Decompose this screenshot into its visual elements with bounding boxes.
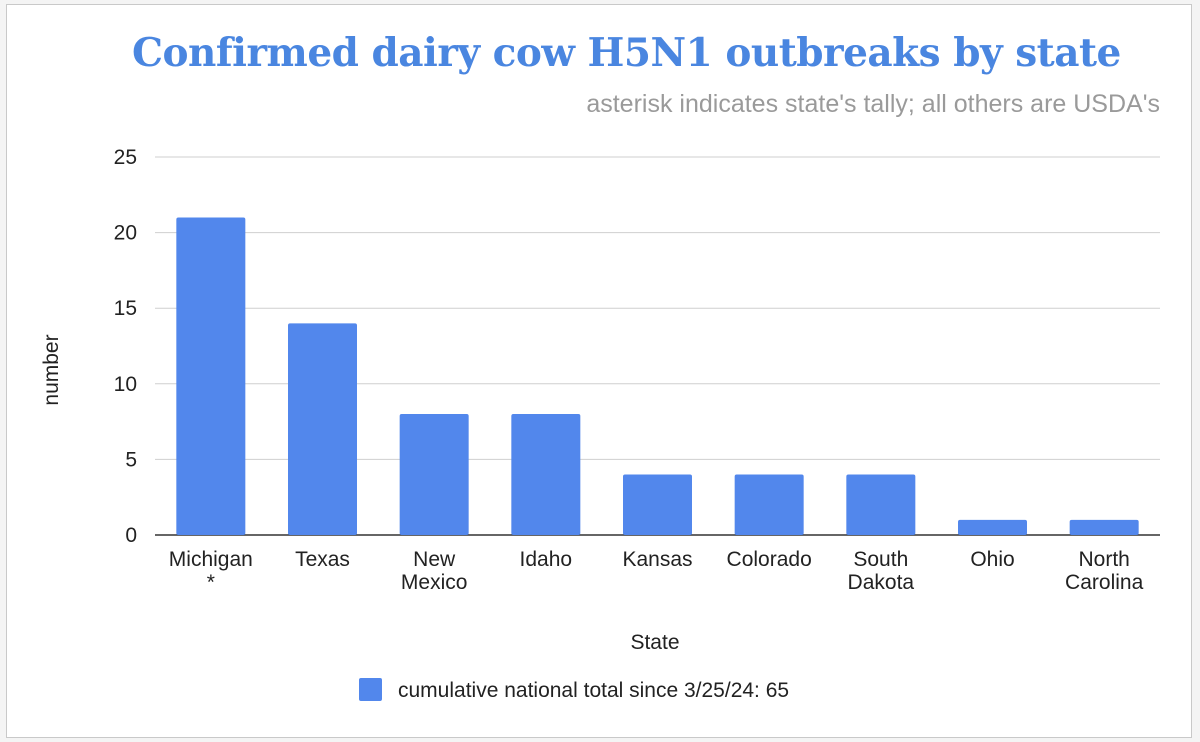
bar	[1069, 519, 1139, 535]
bar	[511, 414, 581, 535]
x-tick-label: South Dakota	[848, 548, 915, 594]
y-tick-label: 5	[125, 448, 137, 471]
bar	[846, 474, 916, 535]
x-tick-label: New Mexico	[401, 548, 468, 594]
x-axis-title: State	[630, 631, 679, 654]
bar	[958, 519, 1027, 535]
y-tick-label: 0	[125, 524, 137, 547]
y-axis-title: number	[40, 334, 63, 405]
y-tick-label: 10	[114, 373, 137, 396]
legend-swatch	[359, 678, 382, 701]
bar	[734, 474, 804, 535]
x-tick-label: Colorado	[727, 548, 812, 571]
x-tick-label: Kansas	[622, 548, 692, 571]
y-tick-label: 25	[114, 146, 137, 169]
chart-title: Confirmed dairy cow H5N1 outbreaks by st…	[132, 30, 1121, 76]
y-tick-label: 15	[114, 297, 137, 320]
y-tick-label: 20	[114, 222, 137, 245]
legend-label: cumulative national total since 3/25/24:…	[398, 679, 789, 702]
x-tick-labels: Michigan * Texas New Mexico Idaho Kansas Colora…	[169, 548, 1144, 594]
bars	[176, 217, 1139, 536]
bar	[623, 474, 692, 535]
x-tick-label: Michigan *	[169, 548, 253, 594]
bar	[288, 323, 357, 535]
x-tick-label: Idaho	[520, 548, 573, 571]
x-tick-label: North Carolina	[1065, 548, 1144, 594]
y-tick-labels: 0 5 10 15 20 25	[114, 146, 137, 547]
bar	[399, 414, 469, 535]
legend: cumulative national total since 3/25/24:…	[359, 678, 789, 702]
x-tick-label: Ohio	[970, 548, 1014, 571]
chart-subtitle: asterisk indicates state's tally; all ot…	[586, 90, 1160, 118]
x-tick-label: Texas	[295, 548, 350, 571]
bar	[176, 217, 246, 536]
